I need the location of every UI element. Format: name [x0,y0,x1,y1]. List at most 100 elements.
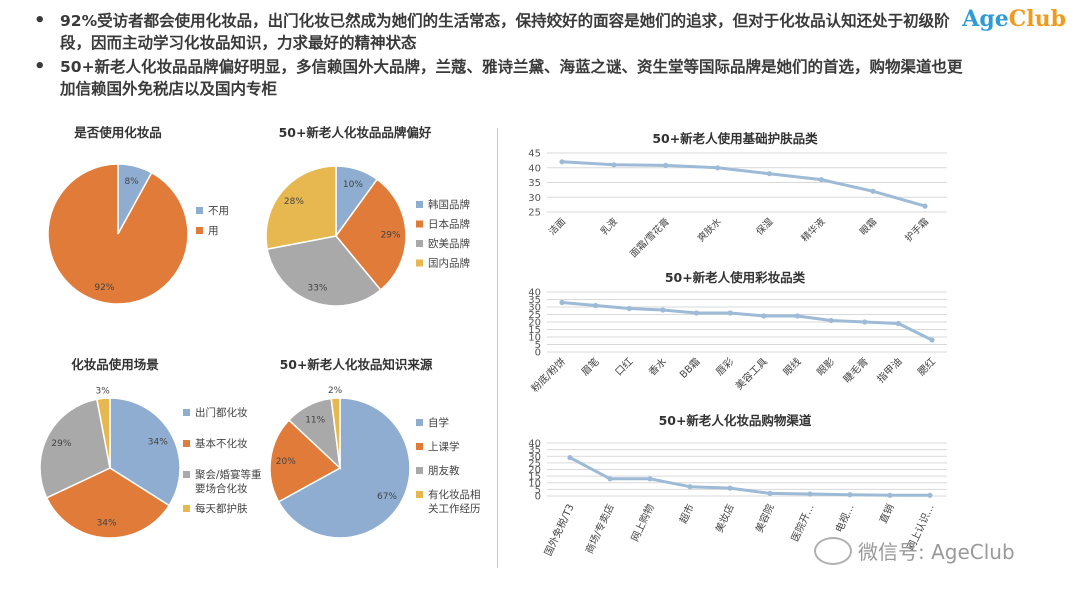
line-chart-title: 50+新老人化妆品购物渠道 [659,413,812,428]
legend-swatch [416,220,423,228]
data-point [766,171,773,177]
x-tick-label: 唇彩 [714,356,737,379]
y-tick-label: 25 [528,208,541,219]
legend-label: 自学 [428,416,449,429]
legend-label: 出门都化妆 [195,406,248,419]
legend-label: 日本品牌 [428,218,470,231]
x-tick-label: 保湿 [754,215,776,237]
pie-slice [45,467,171,539]
legend-label: 基本不化妆 [195,437,248,450]
data-point [807,491,813,497]
pie-data-label: 10% [343,180,363,190]
legend-label: 不用 [208,205,229,217]
y-tick-label: 20 [528,465,541,476]
legend-label-line: 关工作经历 [428,502,481,515]
x-tick-label: 粉底/粉饼 [528,355,568,395]
pie-data-label: 8% [124,177,139,187]
wechat-watermark: 微信号: AgeClub [814,536,1015,565]
y-tick-label: 35 [528,178,541,189]
x-tick-label: 口红 [612,355,635,378]
legend-swatch [416,259,423,267]
pie-data-label: 34% [148,438,168,448]
data-point [727,485,733,491]
data-point [895,320,902,327]
pie-slice [277,397,411,539]
legend-swatch [196,207,203,214]
y-tick-label: 5 [535,485,541,496]
data-point [767,490,773,496]
summary-bullets: • 92%受访者都会使用化妆品，出门化妆已然成为她们的生活常态，保持姣好的面容是她… [34,10,964,102]
legend-swatch [183,471,190,478]
x-tick-label: 眼影 [815,356,838,379]
legend-swatch [416,491,423,498]
data-point [922,203,928,209]
x-tick-label: 乳液 [598,215,620,237]
y-tick-label: 5 [535,340,541,351]
series-line [569,456,930,497]
data-point [761,313,767,319]
pie-slice [39,398,111,499]
pie-slice [266,235,382,307]
legend-label: 朋友教 [428,464,460,477]
divider [497,128,498,568]
legend-label: 上课学 [428,440,460,453]
x-tick-label: BB霜 [677,356,702,381]
ageclub-logo: AgeClub [962,6,1066,32]
y-tick-label: 0 [535,348,541,359]
data-point [593,302,599,309]
legend-label: 国内品牌 [428,257,470,270]
pie-data-label: 28% [284,197,304,207]
x-tick-label: 超市 [676,502,696,526]
pie-data-label: 29% [381,230,401,240]
x-tick-label: 商场/专卖店 [582,502,616,556]
pie-data-label: 67% [377,492,397,502]
pie-data-label: 2% [328,386,343,396]
pie-data-label: 34% [97,519,117,529]
wechat-icon [814,536,852,565]
legend-swatch [183,440,190,447]
series-line [561,301,933,342]
legend-swatch [183,409,190,416]
data-point [887,492,893,498]
y-tick-label: 20 [528,318,541,329]
x-tick-label: 美容工具 [732,355,769,392]
x-tick-label: 医院开… [788,502,817,544]
data-point [727,310,733,316]
data-point [567,455,573,461]
pie-slice [265,165,337,250]
data-point [693,310,700,316]
pie-title: 50+新老人化妆品品牌偏好 [279,125,432,140]
x-tick-label: 爽肤水 [695,215,724,244]
y-tick-label: 25 [528,458,541,469]
data-point [794,313,801,319]
x-tick-label: 腮红 [915,355,938,378]
pie-title: 50+新老人化妆品知识来源 [280,357,433,372]
data-point [847,492,853,498]
pie-slice [335,178,407,291]
y-tick-label: 30 [528,452,541,463]
x-tick-label: 电视… [832,502,856,535]
series-line [561,160,926,208]
x-tick-label: 眼线 [780,355,803,378]
data-point [870,188,876,194]
y-tick-label: 30 [528,303,541,314]
pie-title: 化妆品使用场景 [71,357,159,372]
x-tick-label: 网上购物 [628,502,657,544]
data-point [559,299,565,306]
pie-data-label: 3% [96,386,111,396]
legend-label: 每天都护肤 [195,502,248,515]
x-tick-label: 眼霜 [858,216,879,237]
data-point [927,492,933,498]
y-tick-label: 0 [535,492,541,503]
legend-swatch [416,467,423,474]
pie-title: 是否使用化妆品 [73,125,162,140]
x-tick-label: 美妆店 [712,502,736,535]
legend-swatch [416,443,423,450]
y-tick-label: 40 [528,439,541,450]
line-chart-title: 50+新老人使用基础护肤品类 [652,131,818,146]
x-tick-label: 直销 [876,502,896,526]
pie-slice [47,163,189,305]
data-point [626,305,632,312]
y-tick-label: 35 [528,295,541,306]
